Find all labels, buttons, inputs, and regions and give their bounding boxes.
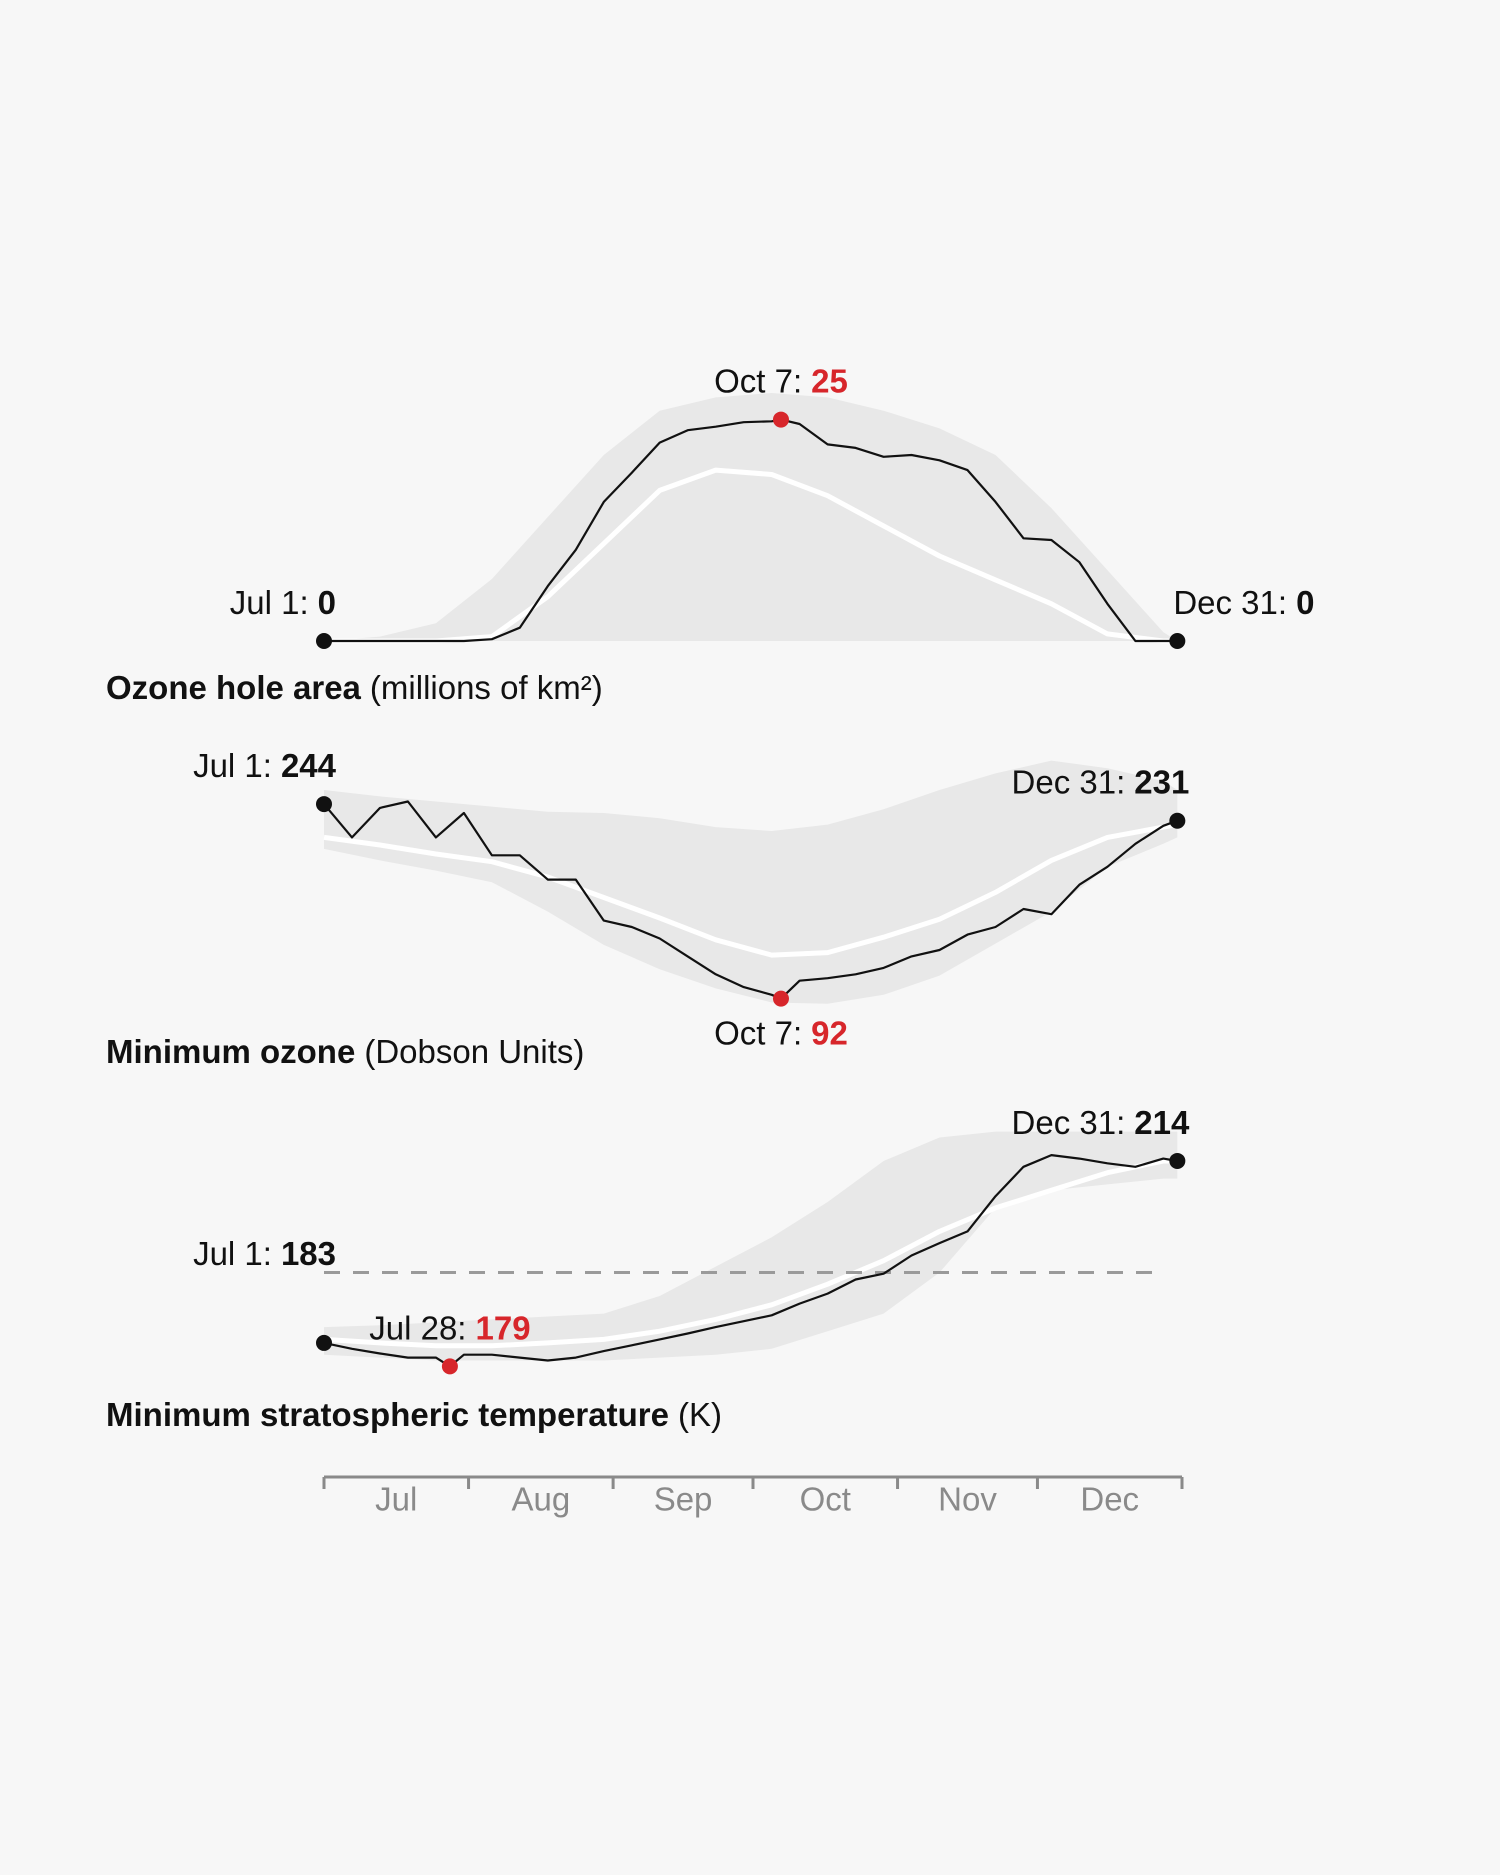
annotation-value: 92	[811, 1014, 848, 1051]
annotation-value: 231	[1134, 763, 1189, 800]
annotation-dot	[772, 411, 789, 428]
annotation-dot	[316, 633, 332, 649]
annotation-dot	[772, 990, 789, 1007]
data-line	[324, 418, 1178, 643]
panel-title: Minimum stratospheric temperature (K)	[106, 1396, 722, 1433]
annotation-label: Oct 7: 25	[714, 362, 848, 399]
annotation-value: 179	[475, 1309, 530, 1346]
annotation-date: Dec 31:	[1173, 584, 1287, 621]
annotation-label: Dec 31: 0	[1173, 584, 1314, 621]
annotation-dot	[441, 1358, 458, 1375]
x-tick-label: Aug	[511, 1481, 570, 1518]
annotation-value: 214	[1134, 1104, 1190, 1141]
annotation-date: Jul 28:	[369, 1309, 466, 1346]
annotation-date: Oct 7:	[714, 1014, 802, 1051]
annotation-label: Dec 31: 214	[1012, 1104, 1190, 1141]
annotation-value: 183	[281, 1235, 336, 1272]
annotation-date: Jul 1:	[230, 584, 309, 621]
annotation-value: 25	[811, 362, 848, 399]
annotation-date: Oct 7:	[714, 362, 802, 399]
annotation-label: Jul 1: 244	[193, 747, 337, 784]
annotation-value: 244	[281, 747, 337, 784]
mean-line	[323, 1158, 1178, 1349]
annotation-label: Dec 31: 231	[1012, 763, 1190, 800]
annotation-dot	[316, 1334, 332, 1351]
annotation-dot	[316, 796, 332, 813]
panel-title-unit: (K)	[678, 1396, 722, 1433]
data-line	[323, 800, 1178, 1000]
panel-title-unit: (Dobson Units)	[364, 1033, 584, 1070]
annotation-date: Jul 1:	[193, 1235, 272, 1272]
annotation-dot	[1169, 633, 1186, 649]
annotation-label: Jul 28: 179	[369, 1309, 530, 1346]
panel-title-main: Minimum ozone	[106, 1033, 355, 1070]
annotation-label: Jul 1: 0	[230, 584, 336, 621]
x-tick-label: Dec	[1080, 1481, 1139, 1518]
panel-title-unit: (millions of km²)	[370, 669, 603, 706]
panel-title: Ozone hole area (millions of km²)	[106, 669, 603, 706]
panel-title-main: Ozone hole area	[106, 669, 362, 706]
annotation-date: Dec 31:	[1012, 763, 1126, 800]
mean-line	[323, 822, 1178, 958]
range-band	[324, 760, 1178, 1004]
panel-title-main: Minimum stratospheric temperature	[106, 1396, 669, 1433]
range-band	[324, 393, 1178, 641]
annotation-label: Jul 1: 183	[193, 1235, 336, 1272]
panel-title: Minimum ozone (Dobson Units)	[106, 1033, 584, 1070]
mean-line	[324, 467, 1178, 644]
x-tick-label: Oct	[800, 1481, 851, 1518]
annotation-dot	[1169, 1152, 1186, 1169]
annotation-value: 0	[318, 584, 336, 621]
annotation-value: 0	[1296, 584, 1314, 621]
annotation-label: Oct 7: 92	[714, 1014, 848, 1051]
x-tick-label: Sep	[654, 1481, 713, 1518]
annotation-date: Jul 1:	[193, 747, 272, 784]
range-band	[324, 1131, 1178, 1361]
annotation-date: Dec 31:	[1012, 1104, 1126, 1141]
x-tick-label: Jul	[375, 1481, 417, 1518]
x-tick-label: Nov	[938, 1481, 997, 1518]
annotation-dot	[1169, 812, 1186, 829]
